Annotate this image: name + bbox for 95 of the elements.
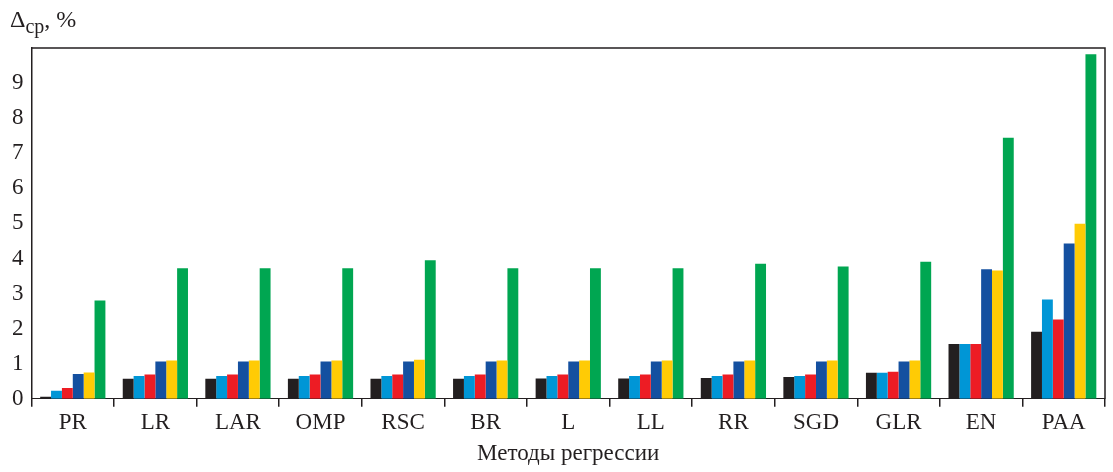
bar [815,361,827,399]
bar [579,360,590,399]
bar [711,376,723,399]
x-tick-label: RR [718,408,750,434]
y-tick-label: 3 [12,279,24,305]
bar [700,378,712,399]
bar [474,374,486,399]
bar [1085,54,1097,399]
bar [237,361,249,399]
bar [959,344,971,399]
bar [485,361,497,399]
bar [744,360,756,399]
bar [755,263,767,399]
bar [463,376,475,399]
bar [392,374,404,399]
bar [629,376,640,399]
y-tick-label: 0 [12,384,24,410]
y-tick-label: 5 [12,209,24,235]
x-tick-label: RSC [381,408,425,434]
bar [83,372,95,399]
bar [618,378,630,399]
bar [248,360,260,399]
bar [166,360,178,399]
bar [309,374,321,399]
bar [216,376,228,399]
bar [403,361,414,399]
bar [661,360,673,399]
bar [507,268,519,399]
y-tick-label: 4 [12,244,24,270]
bar [259,268,271,399]
bar [733,361,745,399]
bar [783,377,795,399]
bar [413,359,425,399]
bar [298,376,310,399]
bar [639,374,651,399]
bar [1074,223,1086,399]
bar [887,371,899,399]
x-tick-label: EN [965,408,997,434]
bar [876,372,888,399]
bar [1041,299,1053,399]
bar [909,360,921,399]
y-tick-label: 8 [12,104,24,130]
x-tick-label: L [561,408,576,434]
bar [122,378,134,399]
bar [920,261,932,399]
bar [61,387,73,399]
y-axis-title: Δ$_{ср}$, % [10,6,77,38]
bar [1002,137,1014,399]
bar [94,300,106,399]
x-tick-label: LAR [214,408,262,434]
bar [342,268,354,399]
bar [590,268,601,399]
bar [837,266,849,399]
bar [155,361,167,399]
bar [865,372,877,399]
bar [1031,331,1042,399]
x-tick-label: SGD [792,408,839,434]
bar [970,344,982,399]
x-axis-title: Методы регрессии [477,440,660,466]
y-tick-label: 1 [12,349,24,375]
bar [331,360,343,399]
bar [424,260,436,399]
bar [948,344,960,399]
y-tick-label: 6 [12,174,24,200]
bar [794,376,806,399]
bar [992,270,1003,399]
bar [205,378,217,399]
x-tick-label: PAA [1041,408,1087,434]
bar [144,374,156,399]
x-tick-label: PR [58,408,88,434]
bar [72,373,84,399]
bar [370,378,382,399]
y-tick-label: 2 [12,314,24,340]
bar [453,378,464,399]
bar [805,374,816,399]
bar [381,376,393,399]
bar [535,378,547,399]
bar [568,361,580,399]
bar [650,361,662,399]
bar [557,374,569,399]
bar [177,268,188,399]
y-tick-label: 7 [12,139,24,165]
bar [672,268,684,399]
x-tick-label: LR [140,408,171,434]
bar [227,374,238,399]
bar [287,378,299,399]
bar [981,269,993,399]
x-tick-label: GLR [875,408,923,434]
x-tick-label: LL [636,408,665,434]
bar [826,360,838,399]
x-tick-label: BR [470,408,502,434]
y-tick-label: 9 [12,69,24,95]
x-tick-label: OMP [295,408,346,434]
bar [1063,243,1075,399]
bar [1052,319,1064,399]
